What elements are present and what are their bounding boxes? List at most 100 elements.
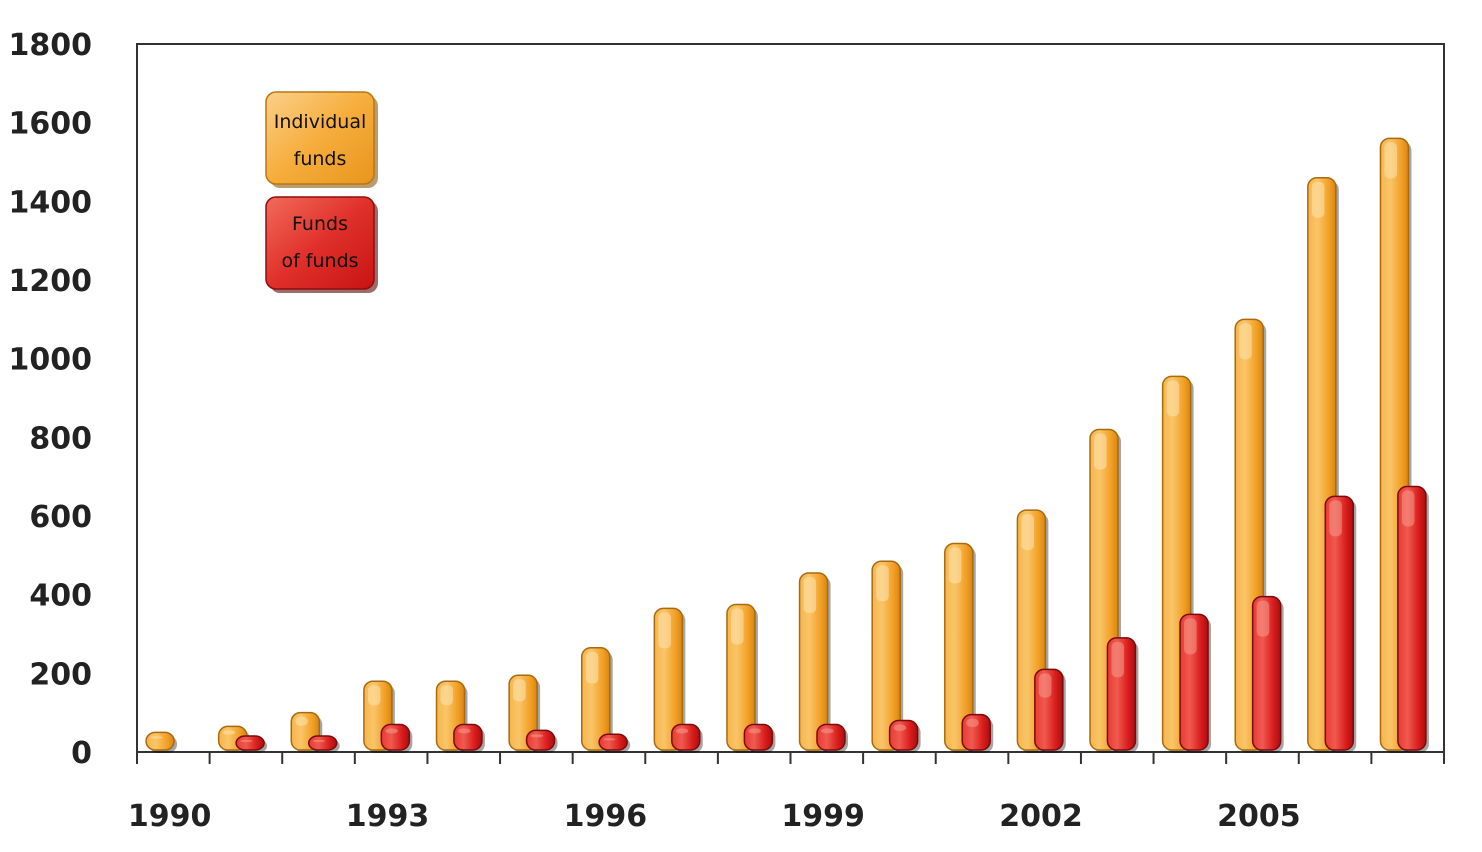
bar-funds-of-funds (1397, 485, 1429, 753)
bar-individual-funds-highlight (440, 685, 454, 706)
bar-funds-of-funds-body (598, 733, 628, 751)
x-tick-label: 2002 (999, 799, 1083, 834)
bar-funds-of-funds-highlight (603, 738, 616, 741)
bar-funds-of-funds (235, 735, 268, 753)
legend-label-funds-of-funds-line2: of funds (281, 250, 358, 272)
bar-funds-of-funds-highlight (675, 728, 689, 734)
bar-individual-funds-highlight (295, 716, 308, 726)
bar-individual-funds-highlight (1094, 433, 1107, 470)
bar-funds-of-funds (525, 729, 558, 753)
bar-funds-of-funds-highlight (966, 718, 979, 728)
bar-individual-funds-highlight (1239, 323, 1252, 360)
y-axis-tick-labels: 0 200 400 600 800 1000 1200 1400 1600 1800 (9, 28, 93, 771)
bar-funds-of-funds-highlight (457, 728, 471, 734)
bar-individual-funds (653, 607, 686, 753)
bar-funds-of-funds (816, 723, 848, 753)
bar-funds-of-funds (671, 723, 703, 753)
x-tick-label: 1993 (346, 799, 430, 834)
bar-funds-of-funds-highlight (530, 734, 544, 738)
bar-funds-of-funds (1106, 637, 1139, 753)
y-tick-label: 800 (29, 421, 92, 456)
bar-individual-funds (871, 560, 904, 753)
y-tick-label: 1400 (9, 185, 93, 220)
bar-individual-funds (944, 542, 976, 753)
bar-individual-funds-highlight (222, 730, 236, 735)
bar-funds-of-funds (888, 719, 921, 753)
bar-funds-of-funds-body (380, 723, 411, 751)
y-tick-label: 1600 (9, 107, 93, 142)
bar-funds-of-funds-body (743, 723, 774, 751)
bar-individual-funds-highlight (1021, 514, 1035, 551)
bar-individual-funds (145, 731, 178, 753)
legend-label-individual-funds-line2: funds (294, 148, 347, 170)
bar-funds-of-funds-body (1397, 485, 1427, 751)
bar-funds-of-funds-highlight (748, 728, 761, 734)
bar-funds-of-funds-highlight (893, 724, 907, 731)
bar-individual-funds-highlight (803, 577, 817, 614)
bar-individual-funds-highlight (367, 685, 381, 706)
bar-funds-of-funds-highlight (820, 728, 834, 734)
bar-funds-of-funds-highlight (312, 740, 326, 742)
bar-funds-of-funds-highlight (1256, 600, 1270, 637)
bar-individual-funds-highlight (730, 608, 744, 645)
bar-individual-funds-highlight (658, 612, 671, 649)
legend-box-funds-of-funds (265, 196, 375, 290)
bar-funds-of-funds (307, 735, 340, 753)
bar-individual-funds (798, 572, 831, 753)
y-tick-label: 1800 (9, 28, 93, 63)
bar-funds-of-funds-body (235, 735, 265, 751)
bar-funds-of-funds (1179, 613, 1212, 753)
x-axis-ticks (136, 752, 1445, 764)
bar-funds-of-funds-body (453, 723, 483, 751)
y-tick-label: 1000 (9, 343, 93, 378)
bar-individual-funds-body (798, 572, 829, 751)
bar-funds-of-funds-highlight (385, 728, 398, 734)
bar-individual-funds-highlight (513, 679, 526, 702)
bar-individual-funds-highlight (1311, 181, 1325, 218)
x-tick-label: 1999 (781, 799, 865, 834)
bar-funds-of-funds (598, 733, 631, 753)
bar-funds-of-funds-body (525, 729, 556, 751)
bar-individual-funds-highlight (876, 565, 889, 602)
x-tick-label: 1996 (564, 799, 648, 834)
bar-individual-funds-highlight (948, 547, 962, 584)
bar-funds-of-funds-body (307, 735, 338, 751)
bar-funds-of-funds (453, 723, 485, 753)
bar-individual-funds (580, 647, 613, 753)
bar-funds-of-funds (380, 723, 413, 753)
legend: Individual funds Funds of funds (265, 91, 378, 293)
bar-funds-of-funds (1324, 495, 1357, 753)
y-tick-label: 600 (29, 500, 92, 535)
y-tick-label: 200 (29, 657, 92, 692)
bar-individual-funds-body (944, 542, 974, 751)
bar-individual-funds-highlight (1166, 380, 1180, 417)
x-tick-label: 1990 (128, 799, 212, 834)
legend-box-individual-funds (265, 91, 375, 185)
bar-funds-of-funds-body (816, 723, 846, 751)
bar-funds-of-funds-body (671, 723, 701, 751)
bar-funds-of-funds-body (1324, 495, 1355, 751)
y-tick-label: 0 (71, 736, 92, 771)
bar-funds-of-funds (1034, 668, 1066, 753)
bar-funds-of-funds-highlight (240, 740, 253, 742)
bar-funds-of-funds (961, 713, 994, 753)
bar-funds-of-funds (1251, 595, 1284, 753)
bar-funds-of-funds-highlight (1401, 490, 1415, 527)
bar-individual-funds (726, 603, 758, 753)
y-tick-label: 1200 (9, 264, 93, 299)
bar-funds-of-funds-highlight (1111, 641, 1125, 678)
x-axis-tick-labels: 1990 1993 1996 1999 2002 2005 (128, 799, 1301, 834)
bar-funds-of-funds (743, 723, 776, 753)
bar-funds-of-funds-highlight (1329, 500, 1342, 537)
bar-funds-of-funds-highlight (1038, 673, 1052, 698)
bar-individual-funds-body (871, 560, 901, 751)
bar-group (145, 137, 1429, 753)
bar-individual-funds-highlight (150, 736, 163, 739)
bar-funds-of-funds-highlight (1184, 618, 1197, 655)
bar-individual-funds (1161, 375, 1194, 753)
legend-label-funds-of-funds-line1: Funds (292, 213, 348, 235)
bar-individual-funds-highlight (585, 651, 599, 684)
x-tick-label: 2005 (1217, 799, 1301, 834)
y-tick-label: 400 (29, 579, 92, 614)
